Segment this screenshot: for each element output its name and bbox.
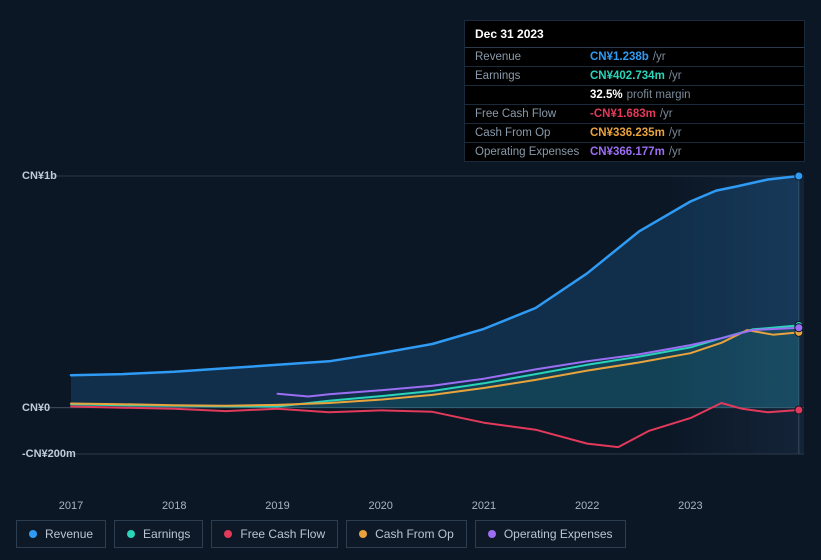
legend-label: Earnings [143,527,190,541]
tooltip-label: Operating Expenses [475,146,590,158]
x-axis-label: 2022 [575,500,599,512]
tooltip-value: CN¥1.238b [590,51,649,63]
tooltip-value: 32.5% [590,89,623,101]
legend-label: Free Cash Flow [240,527,325,541]
legend-label: Cash From Op [375,527,454,541]
tooltip-suffix: /yr [669,146,682,158]
legend-item[interactable]: Cash From Op [346,520,467,548]
chart-area[interactable]: CN¥1bCN¥0-CN¥200m 2017201820192020202120… [16,158,805,478]
legend-item[interactable]: Earnings [114,520,203,548]
legend-item[interactable]: Free Cash Flow [211,520,338,548]
x-axis-label: 2020 [368,500,392,512]
x-axis-label: 2018 [162,500,186,512]
tooltip-label: Earnings [475,70,590,82]
x-axis-label: 2023 [678,500,702,512]
x-axis-label: 2017 [59,500,83,512]
tooltip-label: Free Cash Flow [475,108,590,120]
legend-label: Revenue [45,527,93,541]
line-chart [16,158,805,478]
legend-label: Operating Expenses [504,527,613,541]
data-tooltip: Dec 31 2023 RevenueCN¥1.238b/yrEarningsC… [464,20,805,162]
legend-dot-icon [359,530,367,538]
tooltip-suffix: /yr [653,51,666,63]
x-axis-label: 2021 [472,500,496,512]
tooltip-suffix: /yr [669,70,682,82]
tooltip-value: CN¥336.235m [590,127,665,139]
tooltip-row: EarningsCN¥402.734m/yr [465,67,804,86]
legend-item[interactable]: Revenue [16,520,106,548]
tooltip-row: Operating ExpensesCN¥366.177m/yr [465,143,804,161]
tooltip-label: Cash From Op [475,127,590,139]
legend-dot-icon [488,530,496,538]
y-axis-label: CN¥1b [22,170,81,182]
tooltip-label: Revenue [475,51,590,63]
tooltip-suffix: profit margin [627,89,691,101]
y-axis-label: -CN¥200m [22,448,81,460]
tooltip-suffix: /yr [660,108,673,120]
tooltip-row: 32.5% profit margin [465,86,804,105]
y-axis-label: CN¥0 [22,402,81,414]
tooltip-value: CN¥402.734m [590,70,665,82]
tooltip-row: Free Cash Flow-CN¥1.683m/yr [465,105,804,124]
legend-dot-icon [127,530,135,538]
tooltip-suffix: /yr [669,127,682,139]
legend-dot-icon [224,530,232,538]
tooltip-value: -CN¥1.683m [590,108,656,120]
legend-dot-icon [29,530,37,538]
legend: Revenue Earnings Free Cash Flow Cash From O… [16,520,626,548]
tooltip-row: RevenueCN¥1.238b/yr [465,48,804,67]
tooltip-date: Dec 31 2023 [465,21,804,48]
legend-item[interactable]: Operating Expenses [475,520,626,548]
tooltip-value: CN¥366.177m [590,146,665,158]
x-axis-label: 2019 [265,500,289,512]
tooltip-row: Cash From OpCN¥336.235m/yr [465,124,804,143]
